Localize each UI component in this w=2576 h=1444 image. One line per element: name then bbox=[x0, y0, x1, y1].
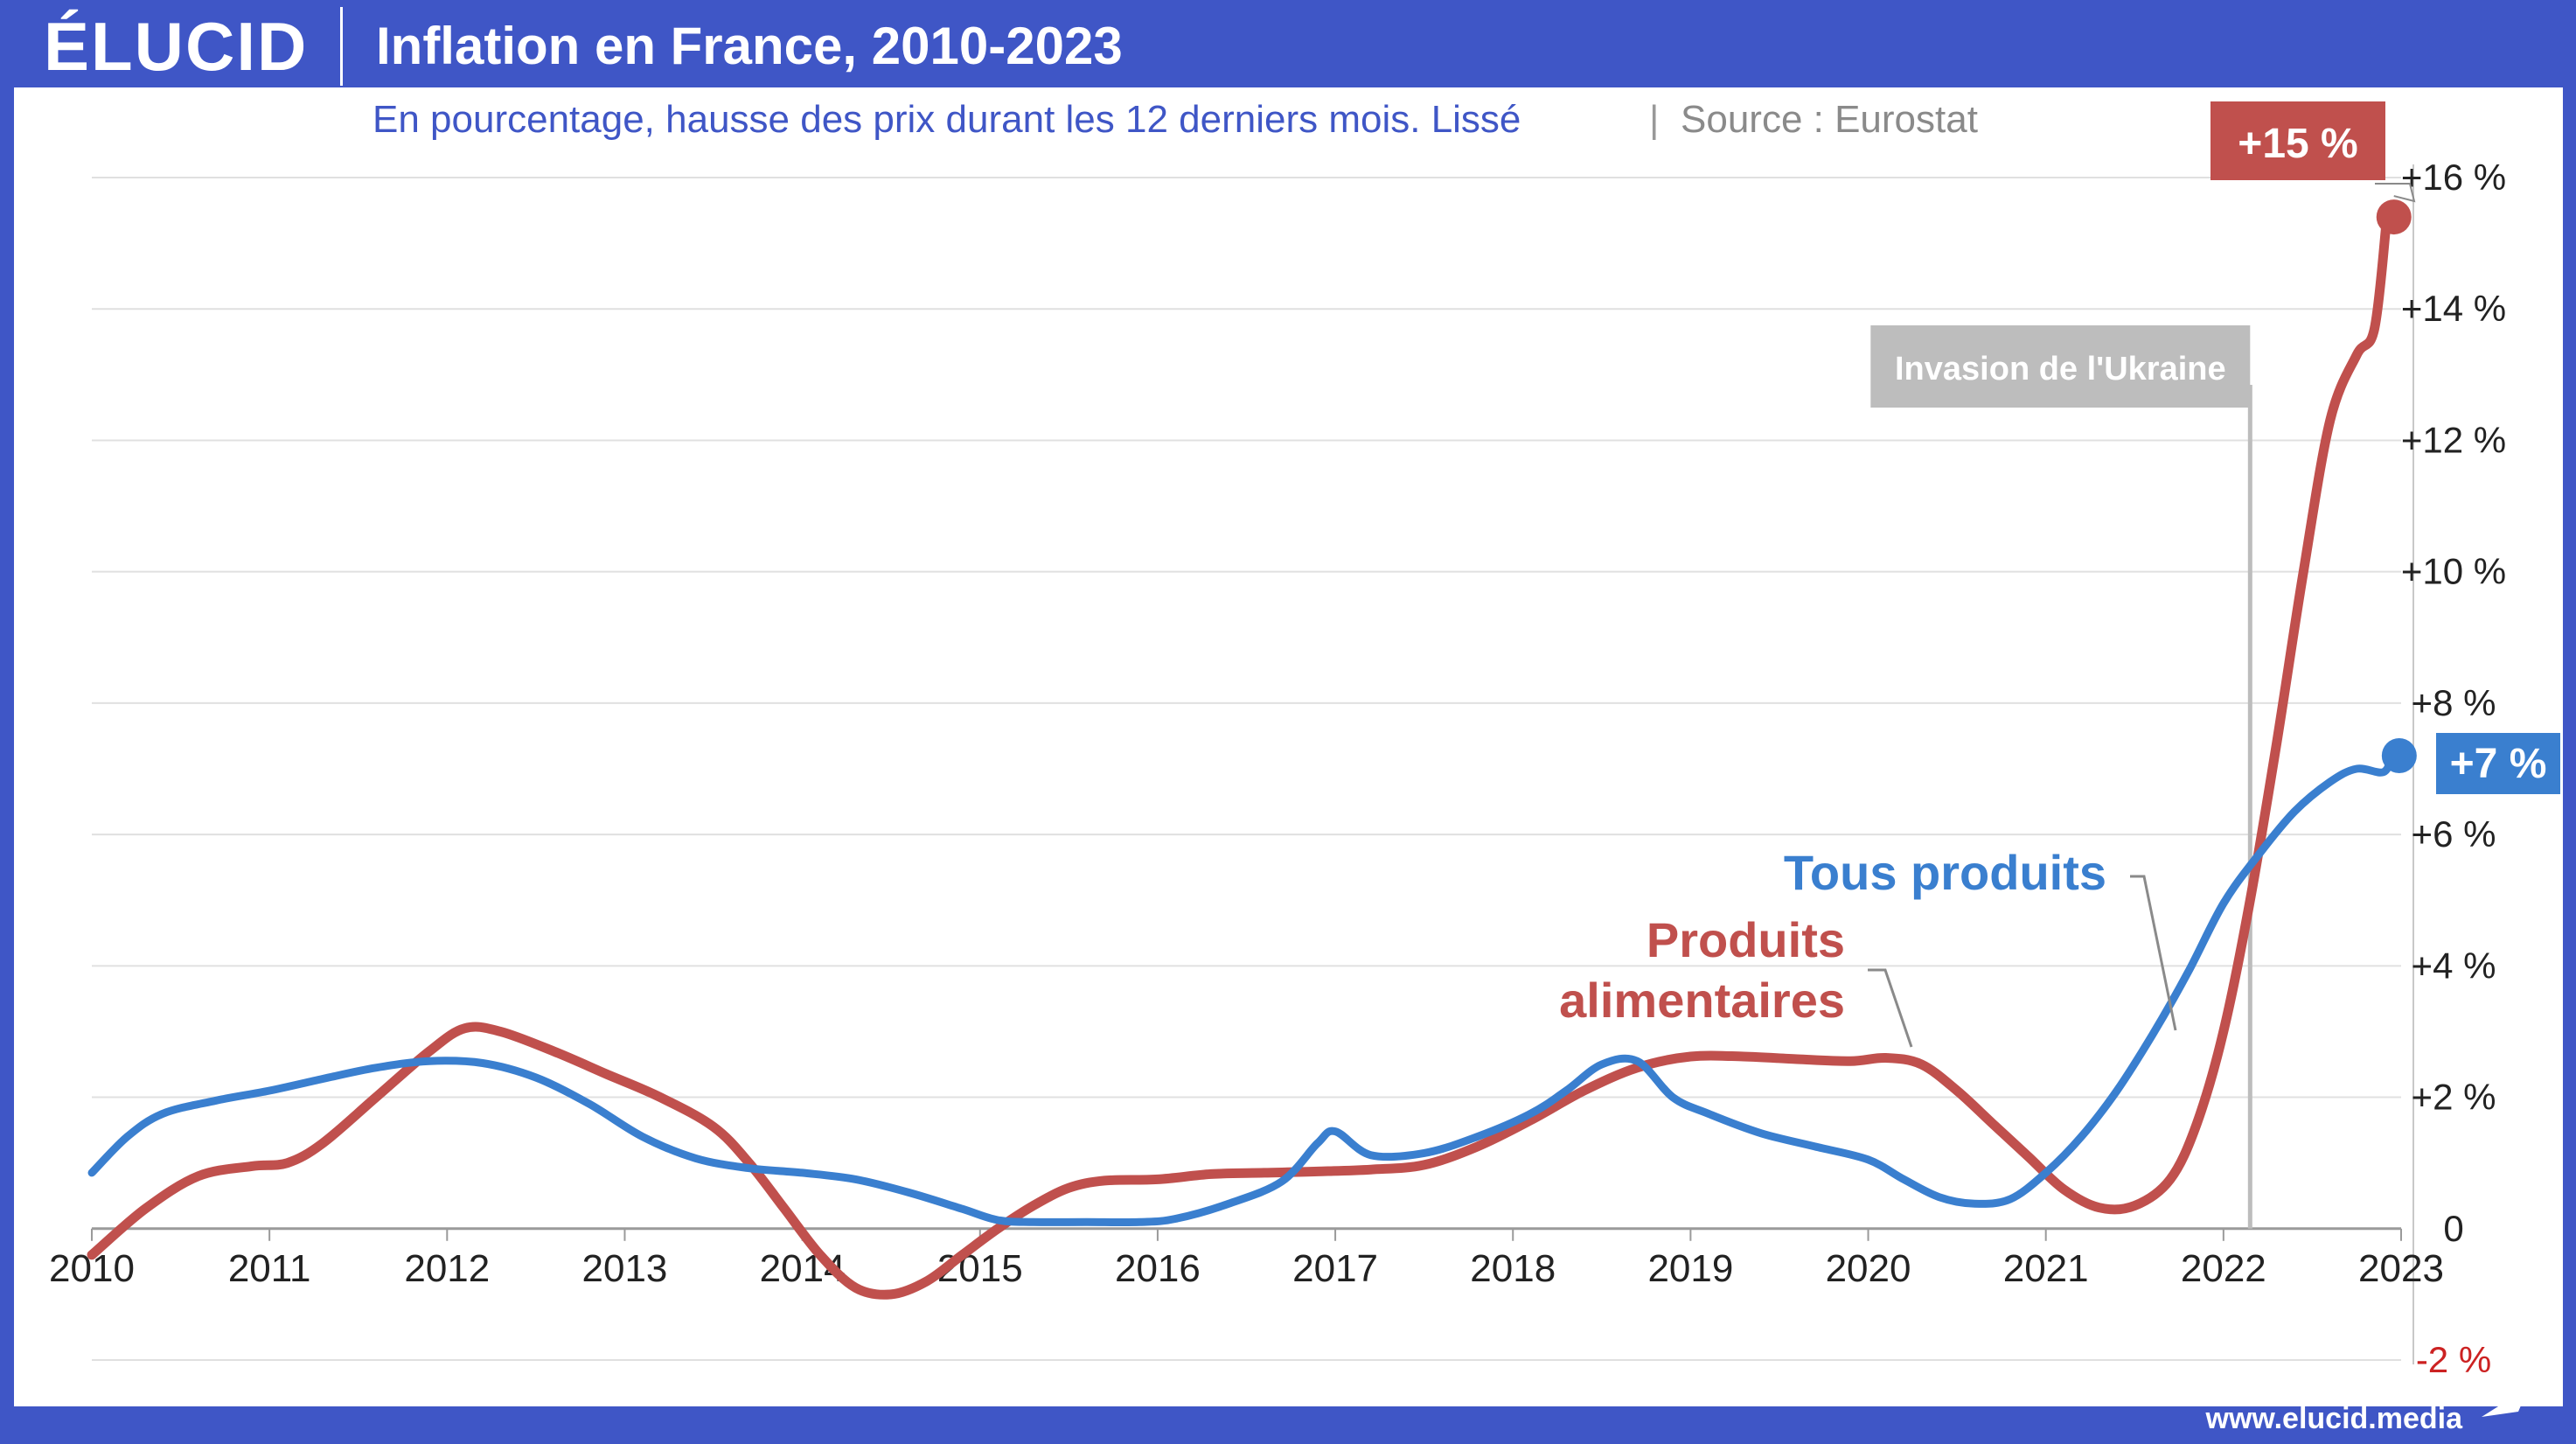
series-label-tous-produits: Tous produits bbox=[1784, 845, 2106, 900]
y-tick-label: +2 % bbox=[2412, 1077, 2496, 1118]
x-tick-label: 2017 bbox=[1292, 1247, 1378, 1290]
brand-logo[interactable]: ÉLUCID bbox=[44, 8, 309, 85]
x-tick-label: 2016 bbox=[1115, 1247, 1201, 1290]
series-line-tous-produits bbox=[87, 751, 2397, 1227]
y-tick-label: +6 % bbox=[2412, 813, 2496, 855]
series-line-produits-alimentaires bbox=[87, 212, 2392, 1300]
x-tick-label: 2022 bbox=[2181, 1247, 2266, 1290]
series-label-leader-produits-alimentaires bbox=[1868, 968, 1913, 1048]
x-tick-label: 2018 bbox=[1470, 1247, 1556, 1290]
x-tick-label: 2019 bbox=[1647, 1247, 1733, 1290]
end-value-box-tous-produits bbox=[2436, 733, 2560, 794]
line-chart: +16 % +14 % +12 % +10 % +8 % +6 % +4 % +2 % 0 -2 … bbox=[49, 98, 2560, 1380]
series-label-produits-alimentaires-line1: Produits bbox=[1647, 912, 1845, 967]
series-label-layer: +15 % +7 % Tous produits Produits alimentair… bbox=[1559, 101, 2560, 1048]
end-value-box-produits-alimentaires bbox=[2210, 101, 2385, 180]
y-tick-label: +4 % bbox=[2412, 945, 2496, 986]
y-tick-label: +8 % bbox=[2412, 682, 2496, 723]
end-value-produits-alimentaires: +15 % bbox=[2238, 121, 2357, 167]
footer-url[interactable]: www.elucid.media bbox=[2205, 1402, 2462, 1435]
chart-panel: +16 % +14 % +12 % +10 % +8 % +6 % +4 % +2 % 0 -2 … bbox=[14, 87, 2563, 1406]
y-tick-label: +12 % bbox=[2401, 419, 2506, 460]
x-tick-label: 2013 bbox=[582, 1247, 668, 1290]
annotation-text: Invasion de l'Ukraine bbox=[1895, 351, 2226, 387]
paper-plane-icon bbox=[2482, 1387, 2529, 1417]
x-tick-labels: 2010 2011 2012 2013 2014 2015 2016 2017 2018 2019… bbox=[49, 1247, 2444, 1290]
subtitle-separator: | bbox=[1649, 98, 1659, 141]
x-tick-label: 2011 bbox=[228, 1247, 311, 1290]
series-layer bbox=[87, 199, 2417, 1300]
y-tick-labels: +16 % +14 % +12 % +10 % +8 % +6 % +4 % +2 % 0 -2 … bbox=[2401, 157, 2506, 1380]
y-tick-label: +16 % bbox=[2401, 157, 2506, 198]
chart-source: Source : Eurostat bbox=[1681, 98, 1978, 141]
end-value-tous-produits: +7 % bbox=[2450, 741, 2547, 787]
x-tick-label: 2023 bbox=[2358, 1247, 2444, 1290]
chart-title: Inflation en France, 2010-2023 bbox=[376, 17, 1123, 75]
series-label-produits-alimentaires-line2: alimentaires bbox=[1559, 973, 1845, 1028]
y-tick-label: +10 % bbox=[2401, 551, 2506, 592]
header: ÉLUCID Inflation en France, 2010-2023 bbox=[0, 0, 2576, 87]
series-label-leader-tous-produits bbox=[2130, 875, 2177, 1031]
x-tick-label: 2021 bbox=[2003, 1247, 2089, 1290]
end-marker-tous-produits bbox=[2381, 737, 2417, 773]
header-divider bbox=[340, 7, 343, 86]
x-tick-label: 2012 bbox=[404, 1247, 490, 1290]
y-tick-label: +14 % bbox=[2401, 288, 2506, 329]
end-marker-produits-alimentaires bbox=[2376, 199, 2412, 235]
y-tick-label: -2 % bbox=[2416, 1339, 2491, 1380]
end-label-leader bbox=[2375, 183, 2416, 203]
annotation-layer: Invasion de l'Ukraine bbox=[1870, 325, 2252, 1229]
y-tick-label: 0 bbox=[2443, 1208, 2463, 1249]
chart-subtitle: En pourcentage, hausse des prix durant l… bbox=[372, 98, 1521, 141]
x-tick-label: 2020 bbox=[1826, 1247, 1911, 1290]
annotation-box bbox=[1870, 325, 2251, 408]
